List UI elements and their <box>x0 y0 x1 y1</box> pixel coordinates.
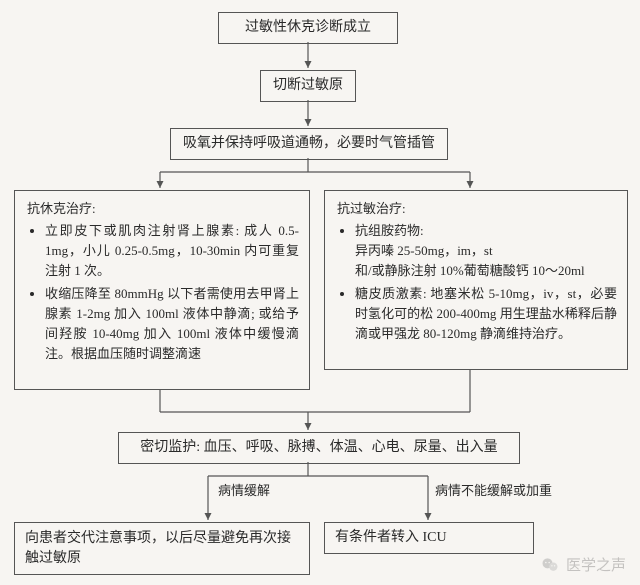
anti-shock-list: 立即皮下或肌肉注射肾上腺素: 成人 0.5-1mg，小儿 0.25-0.5mg，… <box>27 221 299 364</box>
node-label: 密切监护: 血压、呼吸、脉搏、体温、心电、尿量、出入量 <box>140 440 497 455</box>
node-monitor: 密切监护: 血压、呼吸、脉搏、体温、心电、尿量、出入量 <box>118 432 520 464</box>
anti-allergy-list: 抗组胺药物: 异丙嗪 25-50mg，im，st 和/或静脉注射 10%葡萄糖酸… <box>337 221 617 344</box>
node-label: 向患者交代注意事项，以后尽量避免再次接触过敏原 <box>25 531 291 566</box>
anti-allergy-title: 抗过敏治疗: <box>337 199 617 219</box>
node-label: 有条件者转入 ICU <box>335 530 447 545</box>
wechat-icon <box>540 555 560 575</box>
edge-label-worsen: 病情不能缓解或加重 <box>435 480 552 499</box>
anti-shock-title: 抗休克治疗: <box>27 199 299 219</box>
list-item: 收缩压降至 80mmHg 以下者需使用去甲肾上腺素 1-2mg 加入 100ml… <box>45 284 299 365</box>
node-cut-allergen: 切断过敏原 <box>260 70 356 102</box>
edge-label-relief: 病情缓解 <box>218 480 270 499</box>
node-anti-shock: 抗休克治疗: 立即皮下或肌肉注射肾上腺素: 成人 0.5-1mg，小儿 0.25… <box>14 190 310 390</box>
node-label: 切断过敏原 <box>273 78 343 93</box>
node-transfer-icu: 有条件者转入 ICU <box>324 522 534 554</box>
node-label: 吸氧并保持呼吸道通畅，必要时气管插管 <box>183 136 435 151</box>
list-item: 立即皮下或肌肉注射肾上腺素: 成人 0.5-1mg，小儿 0.25-0.5mg，… <box>45 221 299 281</box>
node-anti-allergy: 抗过敏治疗: 抗组胺药物: 异丙嗪 25-50mg，im，st 和/或静脉注射 … <box>324 190 628 370</box>
watermark: 医学之声 <box>540 554 626 575</box>
node-diagnosis: 过敏性休克诊断成立 <box>218 12 398 44</box>
watermark-text: 医学之声 <box>566 554 626 575</box>
node-oxygen: 吸氧并保持呼吸道通畅，必要时气管插管 <box>170 128 448 160</box>
list-item: 抗组胺药物: 异丙嗪 25-50mg，im，st 和/或静脉注射 10%葡萄糖酸… <box>355 221 617 281</box>
node-label: 过敏性休克诊断成立 <box>245 20 371 35</box>
list-item: 糖皮质激素: 地塞米松 5-10mg，iv，st，必要时氢化可的松 200-40… <box>355 284 617 344</box>
node-discharge-advice: 向患者交代注意事项，以后尽量避免再次接触过敏原 <box>14 522 310 575</box>
